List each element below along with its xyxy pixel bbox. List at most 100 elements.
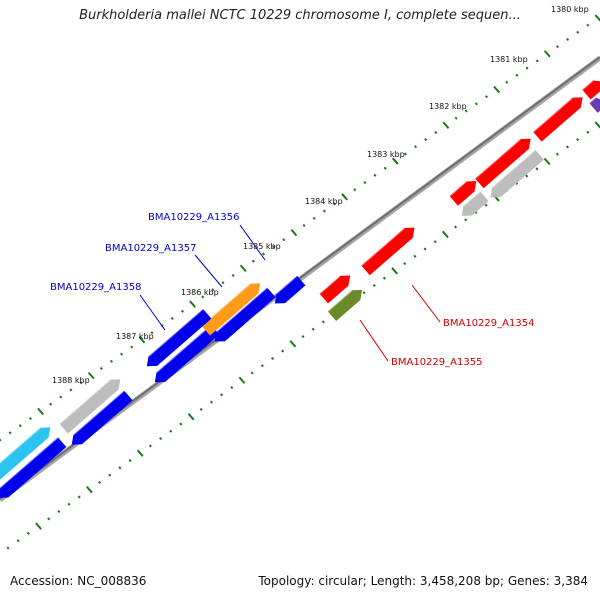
outer-minor-tick bbox=[454, 116, 458, 120]
gene-red-a1354-shine bbox=[318, 275, 341, 295]
outer-minor-tick bbox=[18, 424, 22, 428]
gene-red-3 bbox=[448, 180, 477, 206]
kbp-label-1385: 1385 kbp bbox=[243, 242, 281, 251]
gene-blue-4 bbox=[0, 436, 67, 498]
inner-minor-tick bbox=[362, 291, 366, 295]
gene-red-4-shine bbox=[474, 138, 522, 180]
gene-gray-1 bbox=[58, 378, 121, 434]
gene-red-5-shine bbox=[532, 96, 573, 133]
inner-major-tick bbox=[543, 157, 551, 166]
inner-minor-tick bbox=[250, 371, 254, 375]
gene-blue-2 bbox=[154, 324, 220, 383]
outer-minor-tick bbox=[525, 66, 529, 70]
kbp-label-1381: 1381 kbp bbox=[490, 55, 528, 64]
inner-minor-tick bbox=[148, 444, 152, 448]
inner-minor-tick bbox=[57, 509, 61, 514]
outer-minor-tick bbox=[99, 366, 103, 371]
inner-minor-tick bbox=[230, 385, 234, 390]
outer-minor-tick bbox=[484, 95, 489, 99]
outer-minor-tick bbox=[434, 130, 438, 135]
gene-blue-4-body bbox=[0, 437, 67, 498]
inner-minor-tick bbox=[16, 539, 20, 543]
gene-purple-1 bbox=[588, 96, 600, 113]
outer-minor-tick bbox=[0, 438, 2, 442]
inner-minor-tick bbox=[586, 130, 590, 134]
gene-red-2-body bbox=[361, 227, 415, 276]
inner-minor-tick bbox=[159, 437, 163, 441]
outer-minor-tick bbox=[576, 30, 580, 34]
kbp-label-1383: 1383 kbp bbox=[367, 150, 405, 159]
gene-gray-3-shine bbox=[491, 149, 536, 188]
gene-gray-2-shine bbox=[462, 190, 481, 207]
outer-major-tick bbox=[290, 228, 298, 237]
kbp-label-1386: 1386 kbp bbox=[181, 288, 219, 297]
inner-minor-tick bbox=[270, 356, 275, 360]
gene-blue-3-body bbox=[71, 390, 133, 445]
inner-minor-tick bbox=[525, 174, 529, 178]
outer-major-tick bbox=[341, 193, 348, 201]
outer-major-tick bbox=[391, 157, 399, 165]
gene-blue-1-shine bbox=[215, 286, 268, 333]
outer-tick-ring bbox=[0, 14, 600, 442]
outer-minor-tick bbox=[403, 152, 407, 156]
outer-minor-tick bbox=[211, 288, 215, 292]
outer-minor-tick bbox=[353, 188, 357, 192]
gene-olive-a1355-shine bbox=[326, 289, 353, 312]
inner-minor-tick bbox=[423, 247, 427, 251]
accession-text: Accession: NC_008836 bbox=[10, 574, 147, 588]
outer-minor-tick bbox=[302, 223, 306, 227]
outer-major-tick bbox=[442, 121, 450, 129]
outer-major-tick bbox=[594, 14, 600, 22]
inner-major-tick bbox=[238, 376, 246, 384]
outer-minor-tick bbox=[28, 416, 32, 421]
gene-orange-a1357-body bbox=[201, 283, 261, 336]
kbp-label-1380: 1380 kbp bbox=[551, 5, 589, 14]
inner-minor-tick bbox=[128, 458, 132, 463]
inner-minor-tick bbox=[484, 203, 488, 207]
outer-minor-tick bbox=[109, 359, 114, 363]
inner-minor-tick bbox=[372, 283, 376, 288]
inner-minor-tick bbox=[220, 393, 224, 397]
inner-minor-tick bbox=[98, 480, 102, 484]
outer-minor-tick bbox=[150, 331, 154, 335]
gene-red-6-body bbox=[582, 80, 600, 100]
outer-major-tick bbox=[543, 50, 551, 58]
inner-minor-tick bbox=[209, 400, 213, 404]
gene-blue-a1356 bbox=[274, 274, 306, 304]
outer-minor-tick bbox=[414, 145, 418, 149]
gene-red-6-shine bbox=[581, 79, 594, 91]
inner-minor-tick bbox=[464, 218, 468, 222]
outer-minor-tick bbox=[59, 395, 63, 399]
outer-minor-tick bbox=[201, 295, 205, 299]
gene-red-5-body bbox=[533, 97, 583, 142]
outer-major-tick bbox=[37, 407, 44, 416]
gene-blue-2-shine bbox=[155, 324, 212, 373]
inner-minor-tick bbox=[576, 138, 580, 142]
gene-red-2-shine bbox=[360, 227, 405, 267]
gene-blue-a1356-body bbox=[274, 275, 306, 304]
gene-gray-3 bbox=[490, 149, 544, 198]
gene-blue-a1358 bbox=[146, 308, 212, 367]
outer-minor-tick bbox=[312, 216, 316, 220]
gene-red-3-body bbox=[449, 181, 477, 206]
outer-minor-tick bbox=[586, 23, 590, 27]
gene-blue-3-shine bbox=[72, 389, 125, 436]
gene-red-4-body bbox=[475, 138, 531, 189]
gene-red-2 bbox=[360, 227, 415, 276]
inner-minor-tick bbox=[413, 254, 417, 258]
inner-minor-tick bbox=[169, 429, 173, 433]
outer-minor-tick bbox=[535, 59, 539, 63]
inner-minor-tick bbox=[382, 276, 386, 280]
inner-minor-tick bbox=[403, 262, 407, 266]
outer-minor-tick bbox=[464, 109, 468, 113]
genome-stats-text: Topology: circular; Length: 3,458,208 bp… bbox=[258, 574, 588, 588]
outer-major-tick bbox=[87, 371, 95, 380]
inner-major-tick bbox=[35, 522, 42, 530]
inner-minor-tick bbox=[565, 145, 570, 149]
inner-major-tick bbox=[442, 230, 449, 239]
outer-minor-tick bbox=[8, 431, 12, 435]
gene-blue-a1358-shine bbox=[147, 308, 204, 357]
gene-gray-2 bbox=[461, 190, 489, 216]
gene-cyan-1-body bbox=[0, 427, 51, 480]
outer-minor-tick bbox=[474, 102, 478, 106]
